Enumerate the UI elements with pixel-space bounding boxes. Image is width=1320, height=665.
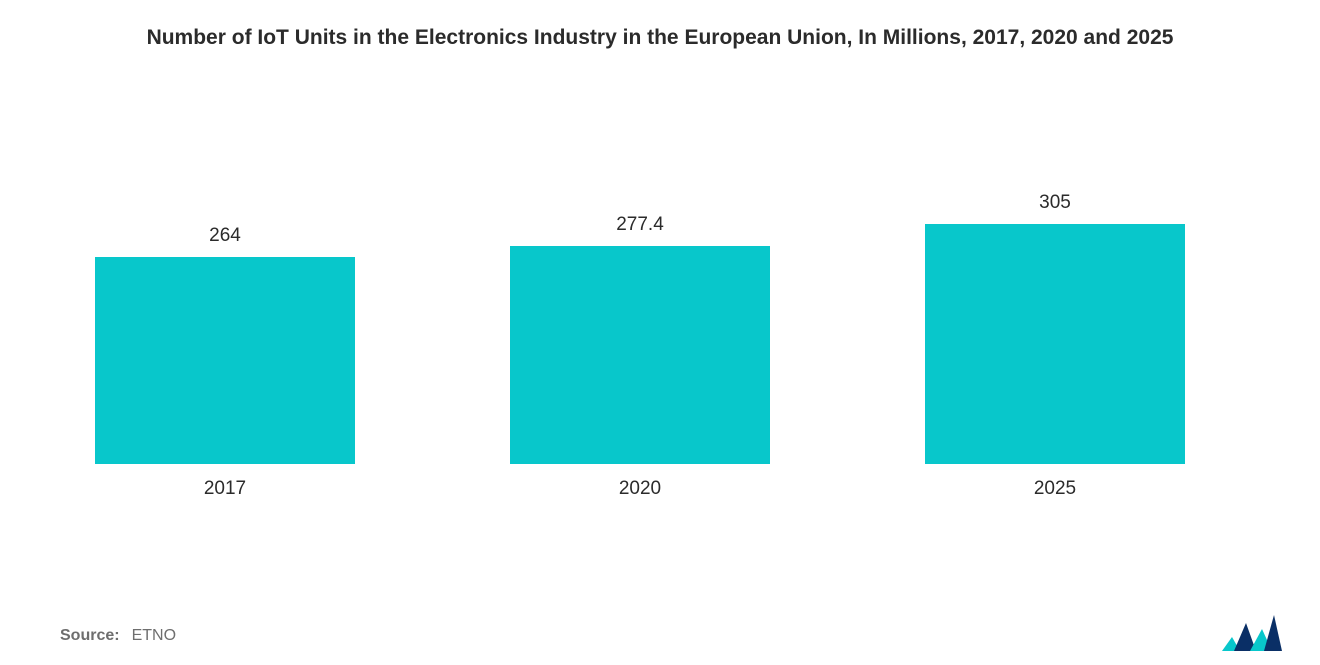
chart-title: Number of IoT Units in the Electronics I… — [0, 0, 1320, 60]
bar-group: 264 2017 — [95, 225, 355, 501]
bar-value-label: 305 — [1039, 192, 1071, 214]
brand-logo-icon — [1222, 613, 1282, 651]
bar-category-label: 2020 — [619, 478, 661, 500]
bar — [510, 246, 770, 464]
bar-category-label: 2017 — [204, 478, 246, 500]
bar — [95, 257, 355, 465]
source-value: ETNO — [132, 627, 176, 645]
source-label: Source: — [60, 627, 120, 645]
bar-group: 277.4 2020 — [510, 214, 770, 500]
bar-group: 305 2025 — [925, 192, 1185, 500]
bar-value-label: 277.4 — [616, 214, 664, 236]
bar-value-label: 264 — [209, 225, 241, 247]
source-line: Source: ETNO — [60, 627, 176, 645]
bar — [925, 224, 1185, 464]
chart-area: 264 2017 277.4 2020 305 2025 — [0, 80, 1320, 500]
bar-category-label: 2025 — [1034, 478, 1076, 500]
